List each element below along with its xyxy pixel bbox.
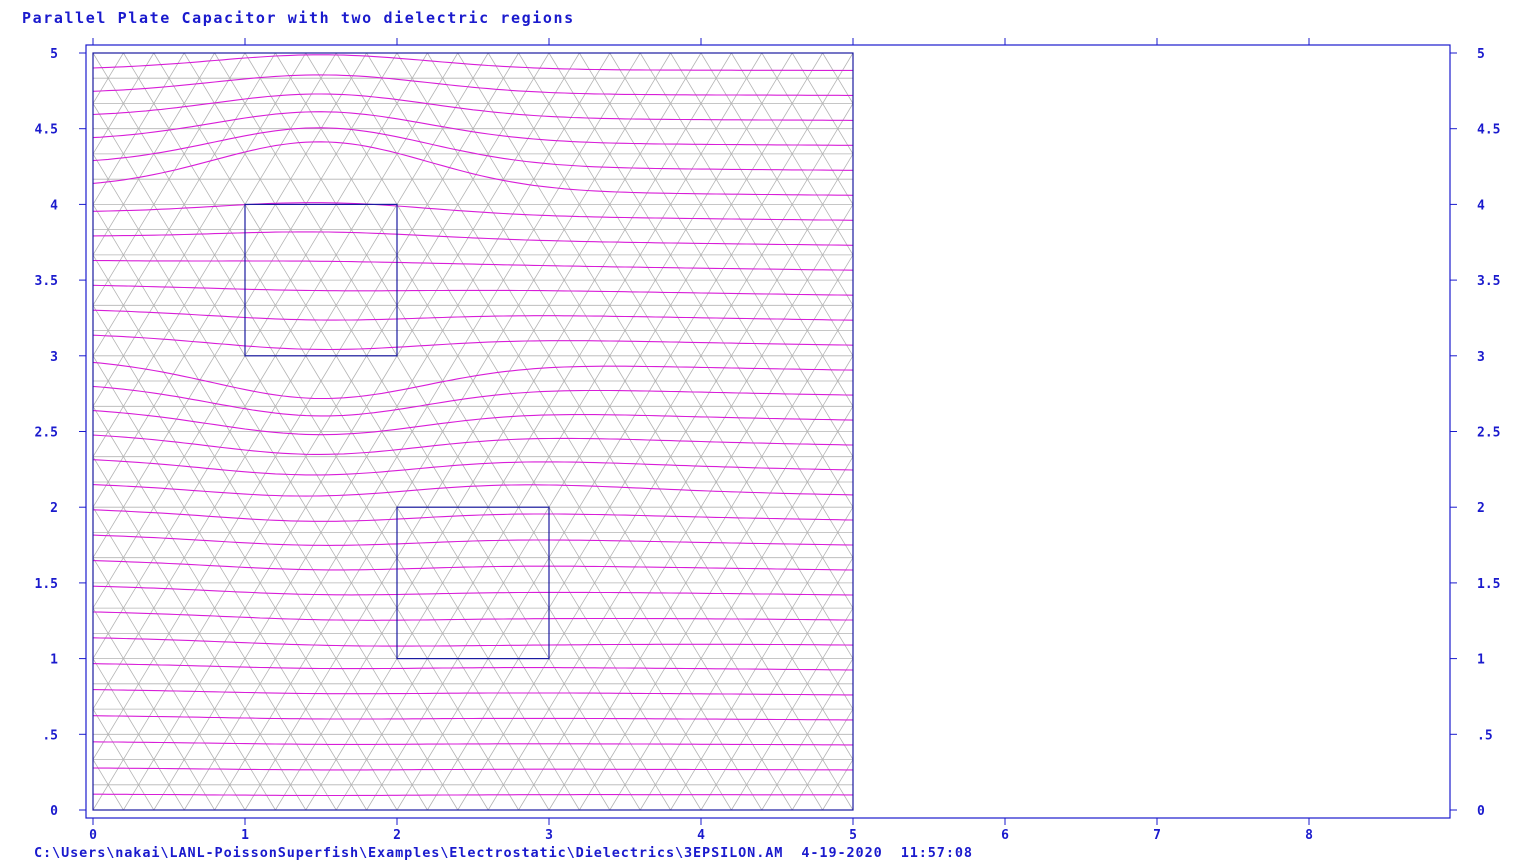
- x-tick-label: 3: [545, 828, 553, 843]
- equipotential-line: [92, 111, 853, 146]
- y-tick-label-left: .5: [42, 728, 58, 743]
- dielectric-region: [396, 506, 550, 660]
- equipotential-line: [92, 385, 854, 417]
- y-tick-label-left: 2: [50, 501, 58, 516]
- equipotential-line: [92, 284, 854, 296]
- mesh-lines: [92, 52, 854, 811]
- equipotential-line: [92, 410, 854, 436]
- file-path-footer: C:\Users\nakai\LANL-PoissonSuperfish\Exa…: [34, 845, 973, 861]
- equipotential-line: [92, 484, 854, 497]
- y-tick-label-right: 5: [1477, 47, 1485, 62]
- equipotential-line: [92, 509, 854, 522]
- equipotential-lines: [92, 54, 854, 797]
- file-date: 4-19-2020: [801, 845, 883, 861]
- equipotential-line: [92, 715, 853, 721]
- triangular-mesh: [92, 52, 854, 811]
- x-tick-label: 5: [849, 828, 857, 843]
- dielectric-region: [244, 203, 398, 357]
- y-tick-label-left: 5: [50, 47, 58, 62]
- equipotential-line: [92, 534, 854, 546]
- y-tick-label-left: 3: [50, 350, 58, 365]
- axis-ticks: 0 1 2 3 4 5 6 7 8 0 .5 1 1.5 2 2.5 3 3.5 4 4.5 5 0 .5 1 1.5 2 2.5…: [35, 38, 1500, 843]
- y-tick-label-right: 3.5: [1477, 274, 1500, 289]
- equipotential-line: [93, 793, 853, 797]
- equipotential-line: [92, 54, 853, 71]
- x-tick-label: 6: [1001, 828, 1009, 843]
- equipotential-line: [92, 663, 854, 671]
- file-time: 11:57:08: [900, 845, 973, 861]
- y-tick-label-right: 2: [1477, 501, 1485, 516]
- page-title: Parallel Plate Capacitor with two dielec…: [22, 9, 575, 27]
- y-tick-label-left: 4.5: [35, 123, 58, 138]
- y-tick-label-left: 2.5: [35, 426, 58, 441]
- y-tick-label-left: 0: [50, 804, 58, 819]
- x-tick-label: 1: [241, 828, 249, 843]
- equipotential-line: [92, 141, 854, 196]
- equipotential-line: [92, 585, 854, 596]
- equipotential-line: [92, 767, 853, 771]
- equipotential-line: [92, 334, 854, 351]
- equipotential-line: [92, 93, 854, 121]
- equipotential-line: [92, 231, 854, 246]
- equipotential-line: [92, 259, 854, 271]
- y-tick-label-right: 1: [1477, 653, 1485, 668]
- y-tick-label-right: 0: [1477, 804, 1485, 819]
- field-plot: 0 1 2 3 4 5 6 7 8 0 .5 1 1.5 2 2.5 3 3.5 4 4.5 5 0 .5 1 1.5 2 2.5…: [35, 38, 1500, 843]
- domain-boundary: [92, 52, 854, 811]
- equipotential-line: [92, 202, 854, 221]
- equipotential-line: [92, 361, 854, 400]
- equipotential-line: [92, 309, 854, 321]
- equipotential-line: [92, 741, 853, 746]
- y-tick-label-right: 2.5: [1477, 426, 1500, 441]
- x-tick-label: 2: [393, 828, 401, 843]
- equipotential-line: [92, 127, 853, 171]
- y-tick-label-left: 1.5: [35, 577, 58, 592]
- y-tick-label-right: 4.5: [1477, 123, 1500, 138]
- x-tick-label: 0: [89, 828, 97, 843]
- equipotential-line: [92, 459, 854, 476]
- equipotential-line: [92, 689, 853, 696]
- y-tick-label-right: 4: [1477, 198, 1485, 213]
- equipotential-line: [92, 637, 854, 647]
- y-tick-label-right: 3: [1477, 350, 1485, 365]
- y-tick-label-left: 4: [50, 198, 58, 213]
- equipotential-line: [92, 611, 853, 621]
- y-tick-label-left: 3.5: [35, 274, 58, 289]
- y-tick-label-right: 1.5: [1477, 577, 1500, 592]
- x-tick-label: 8: [1305, 828, 1313, 843]
- equipotential-line: [92, 74, 853, 96]
- equipotential-line: [92, 434, 854, 455]
- x-tick-label: 4: [697, 828, 705, 843]
- x-tick-label: 7: [1153, 828, 1161, 843]
- y-tick-label-right: .5: [1477, 728, 1493, 743]
- file-path: C:\Users\nakai\LANL-PoissonSuperfish\Exa…: [34, 845, 784, 861]
- y-tick-label-left: 1: [50, 653, 58, 668]
- equipotential-line: [92, 560, 854, 571]
- dielectric-regions: [92, 52, 854, 811]
